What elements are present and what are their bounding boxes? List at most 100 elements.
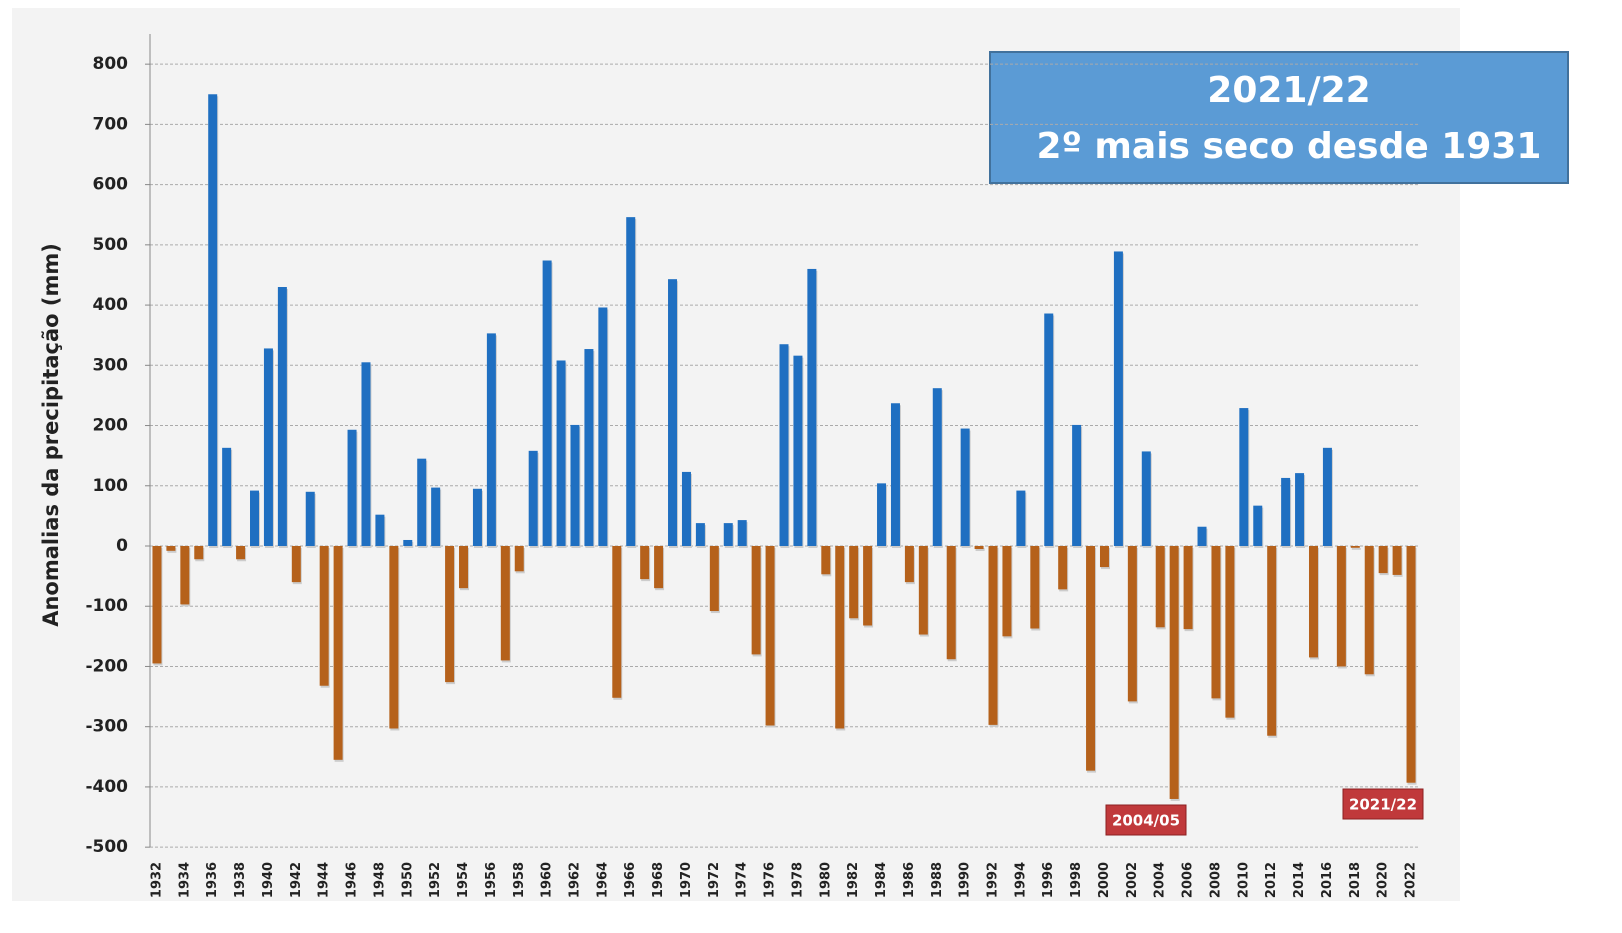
bar <box>960 428 970 546</box>
x-tick-label: 1964 <box>595 862 610 898</box>
x-tick-label: 1958 <box>512 862 527 898</box>
bar <box>263 348 273 546</box>
bar <box>500 546 510 661</box>
x-tick-label: 2008 <box>1208 862 1223 898</box>
bar <box>681 471 691 546</box>
y-axis-label: Anomalias da precipitação (mm) <box>39 243 63 627</box>
bar <box>1350 546 1360 548</box>
y-tick-label: -400 <box>85 777 128 797</box>
bar <box>1253 505 1263 546</box>
y-tick-label: 800 <box>93 54 129 74</box>
bar <box>194 546 204 560</box>
x-tick-label: 1944 <box>317 862 332 898</box>
x-tick-label: 2018 <box>1348 862 1363 898</box>
bar <box>166 546 176 551</box>
bar <box>459 546 469 589</box>
bar <box>723 523 733 546</box>
x-tick-label: 1960 <box>540 862 555 898</box>
bar <box>180 546 190 605</box>
bar <box>528 450 538 546</box>
x-tick-label: 1982 <box>846 862 861 898</box>
x-tick-label: 1950 <box>400 862 415 898</box>
annotation-box <box>989 51 1569 184</box>
x-tick-label: 1992 <box>986 862 1001 898</box>
bar <box>1030 546 1040 629</box>
y-tick-label: -500 <box>85 837 128 857</box>
bar <box>793 355 803 546</box>
bar <box>236 546 246 560</box>
x-tick-label: 2012 <box>1264 862 1279 898</box>
bar <box>291 546 301 583</box>
bar <box>417 458 427 546</box>
bar <box>152 546 162 664</box>
bar <box>472 488 482 546</box>
x-tick-label: 1998 <box>1069 862 1084 898</box>
bar <box>333 546 343 760</box>
x-tick-label: 1996 <box>1041 862 1056 898</box>
bar <box>1267 546 1277 736</box>
x-tick-label: 2020 <box>1376 862 1391 898</box>
annotation-label-box <box>1342 788 1424 820</box>
bar <box>1086 546 1096 771</box>
y-tick-label: 500 <box>93 235 129 255</box>
bar <box>654 546 664 589</box>
x-tick-label: 1994 <box>1013 862 1028 898</box>
x-tick-label: 1984 <box>874 862 889 898</box>
x-tick-label: 2004 <box>1153 862 1168 898</box>
bar <box>556 360 566 546</box>
y-tick-label: 700 <box>93 114 129 134</box>
y-tick-label: 300 <box>93 355 129 375</box>
x-tick-label: 1968 <box>651 862 666 898</box>
x-tick-label: 1974 <box>735 862 750 898</box>
y-tick-label: 400 <box>93 295 129 315</box>
bar <box>1127 546 1137 702</box>
bar <box>1392 546 1402 575</box>
bar <box>486 333 496 546</box>
bar <box>1155 546 1165 628</box>
bar <box>863 546 873 626</box>
bar <box>389 546 399 729</box>
x-tick-label: 1990 <box>958 862 973 898</box>
x-tick-label: 1972 <box>707 862 722 898</box>
bar <box>1364 546 1374 675</box>
x-tick-label: 1966 <box>623 862 638 898</box>
bar <box>431 487 441 546</box>
bar <box>779 344 789 546</box>
bar <box>542 260 552 546</box>
bar <box>1308 546 1318 658</box>
bar <box>709 546 719 612</box>
x-tick-label: 2006 <box>1181 862 1196 898</box>
x-tick-label: 1934 <box>177 862 192 898</box>
x-tick-label: 1988 <box>930 862 945 898</box>
x-tick-label: 2016 <box>1320 862 1335 898</box>
x-tick-label: 1978 <box>790 862 805 898</box>
annotation-box-line: 2º mais seco desde 1931 <box>1037 126 1542 167</box>
bar <box>1141 451 1151 546</box>
bar <box>849 546 859 619</box>
y-tick-label: 600 <box>93 175 129 195</box>
bar <box>1044 313 1054 546</box>
x-tick-label: 1948 <box>372 862 387 898</box>
bar <box>445 546 455 683</box>
bar <box>1072 424 1082 546</box>
bar-shadow <box>1351 548 1361 550</box>
bar <box>1099 546 1109 568</box>
bar <box>277 287 287 546</box>
y-tick-label: 100 <box>93 476 129 496</box>
bar <box>765 546 775 726</box>
bar <box>1169 546 1179 799</box>
x-tick-label: 1954 <box>456 862 471 898</box>
x-tick-label: 1946 <box>345 862 360 898</box>
x-tick-label: 2014 <box>1292 862 1307 898</box>
bar <box>835 546 845 729</box>
x-tick-label: 1986 <box>902 862 917 898</box>
bar <box>1406 546 1416 783</box>
bar <box>751 546 761 655</box>
y-tick-label: -100 <box>85 596 128 616</box>
x-tick-label: 1940 <box>261 862 276 898</box>
bar <box>250 490 260 546</box>
annotation-label: 2004/05 <box>1112 812 1180 830</box>
x-tick-label: 1970 <box>679 862 694 898</box>
x-tick-label: 1976 <box>763 862 778 898</box>
